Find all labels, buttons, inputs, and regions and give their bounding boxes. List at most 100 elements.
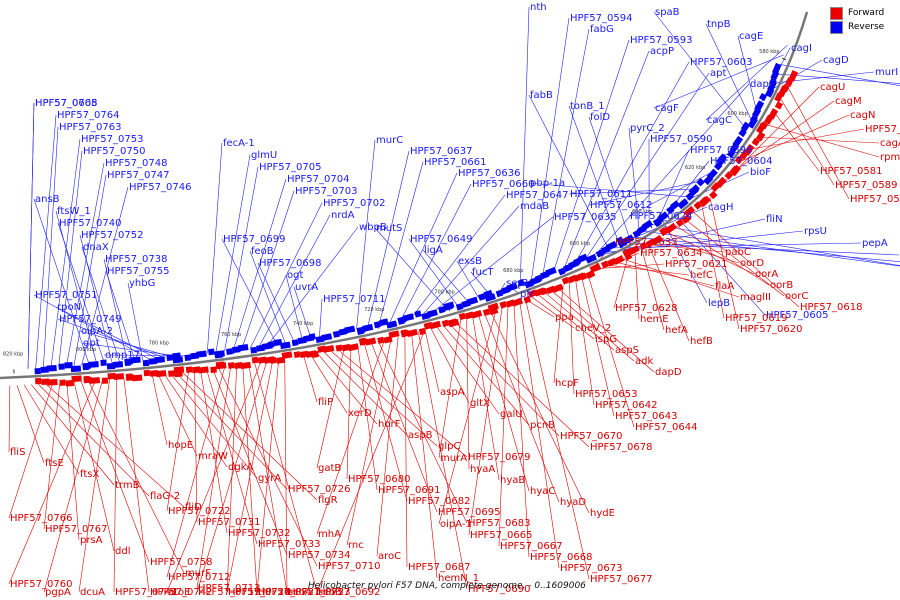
reverse-gene-arrow <box>402 313 415 322</box>
label-leader-line <box>423 205 520 314</box>
forward-gene-arrow <box>579 272 588 281</box>
gene-label: prsA <box>80 535 103 546</box>
label-leader-line <box>653 11 746 129</box>
gene-label: HPF57_0678 <box>590 442 652 453</box>
label-leader-line <box>621 258 740 298</box>
gene-label: HPF57_0698 <box>259 258 321 269</box>
forward-gene-arrow <box>418 327 427 336</box>
label-leader-line <box>564 50 650 268</box>
reverse-gene-arrow <box>605 240 618 251</box>
tick-label: 580 kbp <box>759 49 779 55</box>
label-leader-line <box>588 116 630 237</box>
gene-label: aspB <box>408 430 433 441</box>
label-leader-line <box>411 333 438 579</box>
gene-label: rpoN <box>57 302 81 313</box>
forward-gene-arrow <box>681 214 692 224</box>
gene-label: bioF <box>750 167 771 178</box>
reverse-gene-arrow <box>362 323 374 332</box>
label-leader-line <box>123 378 150 593</box>
label-leader-line <box>224 166 259 352</box>
gene-label: murA <box>440 453 467 464</box>
gene-label: HPF57_0703 <box>295 186 357 197</box>
tick-label: 620 kbp <box>685 165 705 171</box>
gene-label: acpP <box>650 46 674 57</box>
reverse-gene-arrow <box>517 278 526 287</box>
gene-label: aroC <box>378 551 401 562</box>
gene-label: HPF57_0673 <box>560 563 622 574</box>
label-leader-line <box>127 282 144 361</box>
label-leader-line <box>628 171 712 217</box>
gene-label: scoA <box>288 587 312 598</box>
forward-gene-arrow <box>293 351 301 358</box>
forward-gene-arrow <box>311 350 319 358</box>
label-leader-line <box>73 381 115 552</box>
reverse-gene-arrow <box>172 356 184 364</box>
reverse-gene-arrow <box>688 184 700 196</box>
gene-label: HPF57_0733 <box>258 539 320 550</box>
label-leader-line <box>43 126 59 368</box>
gene-label: ligA <box>424 245 443 256</box>
forward-gene-arrow <box>89 377 101 384</box>
gene-label: HPF57_0690 <box>468 584 530 595</box>
gene-label: HPF57_0670 <box>560 431 622 442</box>
forward-gene-arrow <box>699 195 711 208</box>
label-leader-line <box>438 320 462 459</box>
reverse-swatch-icon <box>830 20 843 34</box>
forward-gene-arrow <box>448 318 460 328</box>
label-leader-line <box>657 238 740 264</box>
label-leader-line <box>356 139 376 330</box>
label-leader-line <box>553 39 630 272</box>
label-leader-line <box>709 196 740 330</box>
gene-label: hefC <box>690 270 713 281</box>
label-leader-line <box>780 99 835 186</box>
forward-gene-arrow <box>482 308 491 317</box>
gene-label: ftsW_1 <box>57 206 91 217</box>
gene-label: hyaB <box>500 475 525 486</box>
label-leader-line <box>303 355 318 403</box>
label-leader-line <box>568 188 696 195</box>
reverse-gene-arrow <box>768 78 777 87</box>
label-leader-line <box>316 347 345 469</box>
label-leader-line <box>378 161 424 325</box>
label-leader-line <box>200 370 228 534</box>
gene-label: HPF57_0732 <box>228 528 290 539</box>
forward-gene-arrow <box>143 369 151 377</box>
gene-label: HPF57_0740 <box>59 218 121 229</box>
gene-label: oorA <box>755 269 778 280</box>
label-leader-line <box>80 381 150 563</box>
gene-label: tnpB <box>707 19 731 30</box>
reverse-gene-arrow <box>130 356 141 364</box>
gene-label: HPF57_0699 <box>223 234 285 245</box>
label-leader-line <box>57 222 105 364</box>
gene-label: oipA-1 <box>440 519 472 530</box>
gene-label: HPF57_0608 <box>35 98 97 109</box>
tick-label: 640 kbp <box>632 209 652 215</box>
gene-label: HPF57_0683 <box>468 518 530 529</box>
label-leader-line <box>370 342 438 513</box>
reverse-gene-arrow <box>772 62 782 75</box>
gene-label: glmU <box>251 150 277 161</box>
forward-gene-arrow <box>441 319 450 327</box>
gene-label: HPF57_0589 <box>835 180 897 191</box>
label-leader-line <box>556 287 655 373</box>
label-leader-line <box>537 294 595 340</box>
label-leader-line <box>525 299 590 580</box>
gene-label: dapD <box>655 367 682 378</box>
label-leader-line <box>581 277 615 417</box>
gene-label: hefB <box>690 336 713 347</box>
label-leader-line <box>542 28 590 276</box>
forward-gene-arrow <box>215 362 227 370</box>
reverse-gene-arrow <box>641 219 654 231</box>
label-leader-line <box>779 64 900 87</box>
strand-legend: Forward Reverse <box>830 6 898 34</box>
gene-label: hemE <box>640 314 669 325</box>
gene-label: fabB <box>530 90 553 101</box>
forward-gene-arrow <box>101 377 109 384</box>
gene-label: HPF57_0723 <box>288 587 350 598</box>
label-leader-line <box>513 303 530 558</box>
gene-label: HPF57_0634 <box>640 248 702 259</box>
gene-label: flaA <box>715 281 734 292</box>
gene-label: cagE <box>739 31 763 42</box>
label-leader-line <box>267 226 359 346</box>
gene-label: rpmE <box>880 152 900 163</box>
